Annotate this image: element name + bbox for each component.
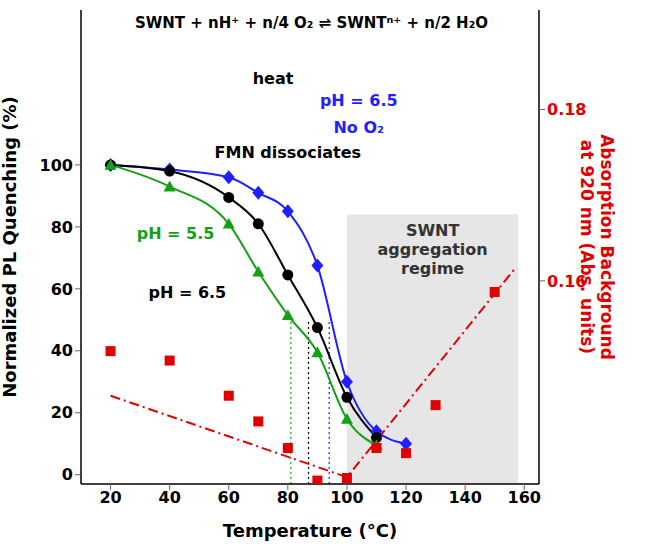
svg-text:60: 60 bbox=[51, 280, 73, 299]
svg-text:140: 140 bbox=[448, 488, 481, 507]
svg-text:Temperature (°C): Temperature (°C) bbox=[223, 520, 397, 541]
svg-text:160: 160 bbox=[508, 488, 541, 507]
svg-text:40: 40 bbox=[51, 341, 73, 360]
svg-text:SWNT + nH⁺ + n/4 O₂ ⇌ SWNTⁿ⁺ +: SWNT + nH⁺ + n/4 O₂ ⇌ SWNTⁿ⁺ + n/2 H₂O bbox=[135, 14, 488, 32]
svg-text:20: 20 bbox=[51, 403, 73, 422]
svg-text:No O₂: No O₂ bbox=[333, 118, 384, 137]
svg-text:SWNTaggregationregime: SWNTaggregationregime bbox=[378, 221, 488, 278]
svg-text:100: 100 bbox=[40, 156, 73, 175]
svg-text:0.16: 0.16 bbox=[547, 272, 586, 291]
svg-text:80: 80 bbox=[51, 218, 73, 237]
svg-text:Absorption Backgroundat 920 nm: Absorption Backgroundat 920 nm (Abs. uni… bbox=[577, 134, 617, 360]
svg-text:60: 60 bbox=[218, 488, 240, 507]
svg-text:0: 0 bbox=[62, 465, 73, 484]
svg-text:FMN dissociates: FMN dissociates bbox=[215, 143, 362, 162]
svg-text:120: 120 bbox=[389, 488, 422, 507]
svg-text:20: 20 bbox=[99, 488, 121, 507]
svg-text:pH = 6.5: pH = 6.5 bbox=[320, 91, 398, 110]
svg-text:pH = 6.5: pH = 6.5 bbox=[149, 283, 227, 302]
svg-text:0.18: 0.18 bbox=[547, 100, 586, 119]
svg-text:Normalized PL Quenching (%): Normalized PL Quenching (%) bbox=[0, 96, 20, 398]
svg-text:100: 100 bbox=[330, 488, 363, 507]
svg-text:pH = 5.5: pH = 5.5 bbox=[137, 224, 215, 243]
svg-text:40: 40 bbox=[159, 488, 181, 507]
svg-text:80: 80 bbox=[277, 488, 299, 507]
svg-text:heat: heat bbox=[253, 69, 294, 88]
